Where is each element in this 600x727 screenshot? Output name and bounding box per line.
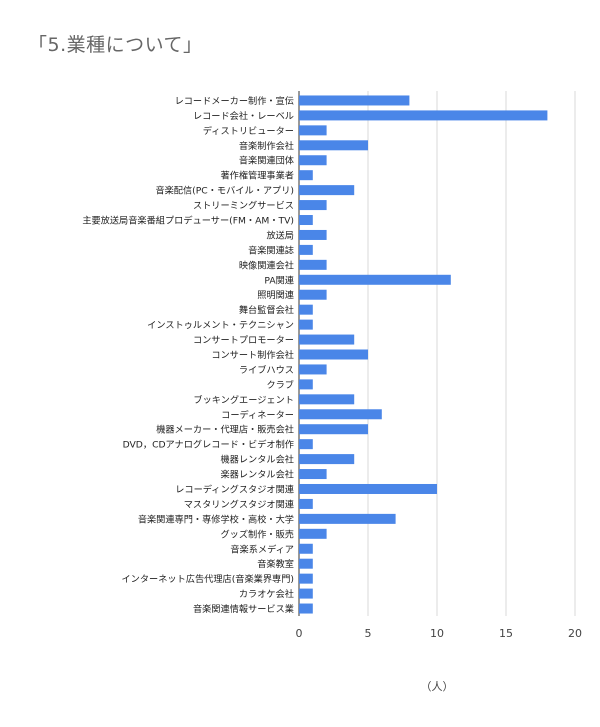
- category-label: クラブ: [266, 379, 294, 391]
- x-axis-unit-label: （人）: [421, 680, 454, 693]
- category-label: コンサートプロモーター: [193, 335, 294, 346]
- bar: [299, 364, 327, 375]
- category-label: 音楽教室: [257, 558, 294, 570]
- bar: [299, 528, 327, 539]
- bar: [299, 409, 382, 420]
- category-label: 音楽制作会社: [239, 140, 294, 152]
- bar: [299, 125, 327, 136]
- x-tick-label: 5: [365, 627, 372, 640]
- bar: [299, 469, 327, 480]
- category-label: コーディネーター: [221, 409, 294, 421]
- bar: [299, 498, 313, 509]
- bar: [299, 215, 313, 226]
- x-tick-label: 10: [430, 627, 444, 640]
- bar: [299, 349, 368, 360]
- bar: [299, 95, 410, 106]
- bar: [299, 558, 313, 569]
- bar: [299, 424, 368, 435]
- bar: [299, 229, 327, 240]
- category-label: インストゥルメント・テクニシャン: [147, 320, 294, 331]
- category-label: 映像関連会社: [239, 259, 294, 271]
- bar: [299, 588, 313, 599]
- bar: [299, 543, 313, 554]
- category-label: DVD，CDアナログレコード・ビデオ制作: [123, 439, 294, 451]
- x-tick-label: 0: [296, 627, 303, 640]
- category-label: ディストリビューター: [203, 125, 294, 137]
- bar: [299, 394, 355, 405]
- bar: [299, 334, 355, 345]
- bar: [299, 155, 327, 166]
- x-tick-label: 20: [568, 627, 582, 640]
- bar: [299, 513, 396, 524]
- category-label: ブッキングエージェント: [193, 394, 294, 406]
- category-label: インターネット広告代理店(音楽業界専門): [121, 573, 294, 585]
- bar: [299, 170, 313, 181]
- bar: [299, 319, 313, 330]
- category-label: 音楽関連団体: [239, 155, 294, 167]
- bar: [299, 274, 451, 285]
- category-label: 音楽関連専門・専修学校・高校・大学: [138, 513, 294, 525]
- category-label: レコードメーカー制作・宣伝: [175, 95, 294, 107]
- category-label: 照明関連: [257, 289, 294, 301]
- bar: [299, 439, 313, 450]
- bar: [299, 200, 327, 211]
- bar: [299, 454, 355, 465]
- category-labels: レコードメーカー制作・宣伝レコード会社・レーベルディストリビューター音楽制作会社…: [82, 95, 294, 615]
- bar: [299, 483, 437, 494]
- category-label: グッズ制作・販売: [221, 528, 295, 540]
- category-label: ライブハウス: [239, 364, 294, 376]
- category-label: 音楽関連情報サービス業: [193, 603, 294, 615]
- category-label: 放送局: [266, 229, 294, 241]
- category-label: 機器レンタル会社: [221, 454, 295, 466]
- bar: [299, 185, 355, 196]
- chart-title: 「5.業種について」: [28, 34, 203, 56]
- category-label: 主要放送局音楽番組プロデューサー(FM・AM・TV): [82, 215, 294, 227]
- bar: [299, 140, 368, 151]
- bar: [299, 244, 313, 255]
- category-label: 音楽関連誌: [248, 244, 294, 256]
- category-label: レコーディングスタジオ関連: [175, 483, 294, 495]
- bar: [299, 259, 327, 270]
- category-label: 機器メーカー・代理店・販売会社: [156, 424, 294, 436]
- category-label: 著作権管理事業者: [221, 170, 295, 182]
- category-label: PA関連: [264, 274, 294, 286]
- bars: [299, 95, 548, 614]
- x-tick-labels: 0 5 10 15 20: [296, 627, 583, 640]
- category-label: 舞台監督会社: [239, 304, 294, 316]
- bar: [299, 603, 313, 614]
- category-label: ストリーミングサービス: [193, 200, 294, 212]
- category-label: 楽器レンタル会社: [221, 469, 295, 481]
- bar: [299, 289, 327, 300]
- category-label: レコード会社・レーベル: [193, 110, 294, 122]
- bar: [299, 573, 313, 584]
- bar: [299, 110, 548, 121]
- x-tick-label: 15: [499, 627, 513, 640]
- category-label: 音楽系メディア: [230, 543, 294, 555]
- category-label: マスタリングスタジオ関連: [184, 498, 294, 510]
- category-label: コンサート制作会社: [211, 349, 294, 361]
- category-label: 音楽配信(PC・モバイル・アプリ): [155, 185, 294, 197]
- category-label: カラオケ会社: [239, 588, 294, 600]
- bar: [299, 379, 313, 390]
- bar: [299, 304, 313, 315]
